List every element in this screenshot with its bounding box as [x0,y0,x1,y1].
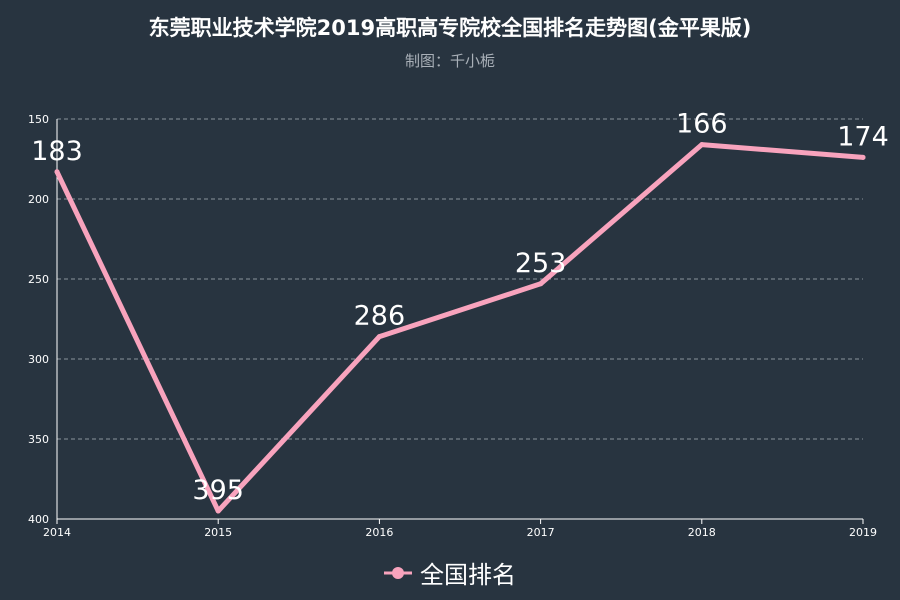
data-point [215,508,221,514]
data-label: 286 [354,301,406,332]
y-tick-label: 150 [28,113,49,126]
y-tick-label: 200 [28,193,49,206]
data-point [376,334,382,340]
y-tick-label: 300 [28,353,49,366]
y-tick-label: 250 [28,273,49,286]
data-label: 174 [837,121,889,152]
data-point [54,169,60,175]
y-tick-label: 350 [28,433,49,446]
x-tick-label: 2016 [365,526,393,539]
series-line [54,142,866,514]
data-label: 395 [192,475,244,506]
data-point [699,142,705,148]
data-label: 253 [515,248,567,279]
data-point [538,281,544,287]
legend-label: 全国排名 [420,561,516,589]
chart-title: 东莞职业技术学院2019高职高专院校全国排名走势图(金平果版) [148,16,752,40]
data-label: 166 [676,109,728,140]
x-tick-label: 2015 [204,526,232,539]
legend-marker-icon [384,566,412,579]
y-tick-label: 400 [28,513,49,526]
x-tick-label: 2018 [688,526,716,539]
data-label: 183 [31,136,83,167]
legend[interactable]: 全国排名 [0,555,900,590]
x-tick-label: 2017 [527,526,555,539]
chart-subtitle: 制图：千小栀 [404,52,495,70]
x-tick-label: 2019 [849,526,877,539]
data-point [860,154,866,160]
x-tick-label: 2014 [43,526,71,539]
